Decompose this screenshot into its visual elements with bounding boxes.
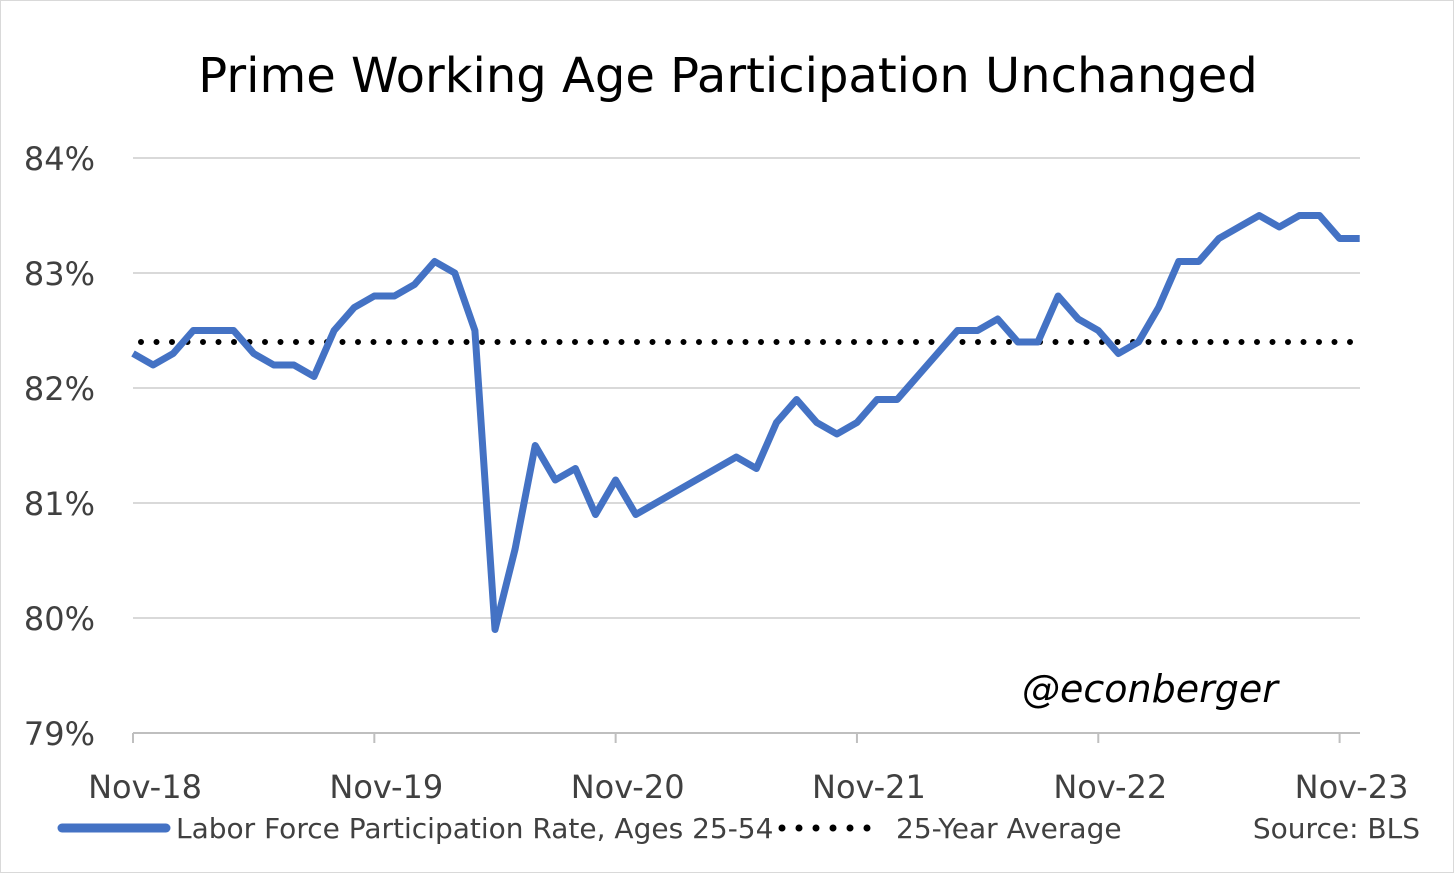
source-note: Source: BLS — [1253, 812, 1420, 845]
gridlines — [133, 157, 1360, 619]
x-tick-label: Nov-23 — [1295, 768, 1409, 806]
x-tick-label: Nov-19 — [329, 768, 443, 806]
y-tick-label: 80% — [24, 600, 95, 638]
legend-label-average: 25-Year Average — [896, 812, 1122, 845]
y-tick-label: 83% — [24, 255, 95, 293]
series-line-participation — [131, 212, 1360, 633]
y-tick-label: 79% — [24, 715, 95, 753]
x-axis: Nov-18 Nov-19 Nov-20 Nov-21 Nov-22 Nov-23 — [88, 732, 1409, 806]
watermark-handle: @econberger — [1022, 667, 1280, 711]
x-tick-label: Nov-21 — [812, 768, 926, 806]
series-layer — [131, 212, 1363, 633]
y-tick-label: 82% — [24, 370, 95, 408]
legend: Labor Force Participation Rate, Ages 25-… — [57, 812, 1122, 845]
y-axis-ticks: 84% 83% 82% 81% 80% 79% — [24, 140, 95, 753]
y-tick-label: 81% — [24, 485, 95, 523]
legend-label-participation: Labor Force Participation Rate, Ages 25-… — [176, 812, 773, 845]
x-tick-label: Nov-18 — [88, 768, 202, 806]
y-tick-label: 84% — [24, 140, 95, 178]
chart-title: Prime Working Age Participation Unchange… — [198, 48, 1257, 104]
x-tick-label: Nov-22 — [1053, 768, 1167, 806]
x-tick-label: Nov-20 — [571, 768, 685, 806]
